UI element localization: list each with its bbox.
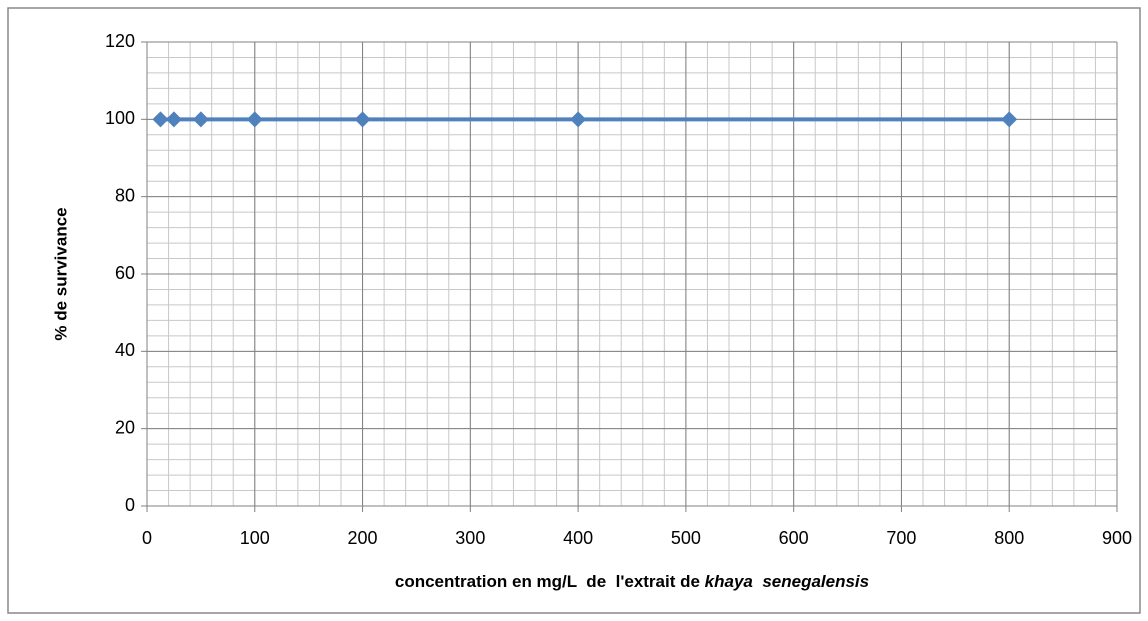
x-tick-label: 900 — [1102, 528, 1132, 548]
y-tick-label: 80 — [115, 185, 135, 205]
x-axis-title: concentration en mg/L de l'extrait de kh… — [395, 572, 869, 591]
marker — [354, 111, 371, 128]
marker — [165, 111, 182, 128]
x-axis-title-species: khaya senegalensis — [705, 572, 869, 591]
y-tick-label: 20 — [115, 417, 135, 437]
x-tick-label: 500 — [671, 528, 701, 548]
chart-border — [7, 7, 1141, 614]
x-axis-title-main: concentration en mg/L de l'extrait de — [395, 572, 705, 591]
marker — [246, 111, 263, 128]
y-axis-title: % de survivance — [51, 207, 70, 340]
marker — [192, 111, 209, 128]
marker — [1001, 111, 1018, 128]
y-tick-label: 100 — [105, 108, 135, 128]
marker — [152, 111, 169, 128]
x-tick-label: 600 — [779, 528, 809, 548]
x-tick-label: 700 — [886, 528, 916, 548]
marker — [570, 111, 587, 128]
x-tick-label: 400 — [563, 528, 593, 548]
x-tick-label: 100 — [240, 528, 270, 548]
x-tick-label: 0 — [142, 528, 152, 548]
x-tick-label: 200 — [348, 528, 378, 548]
y-tick-label: 40 — [115, 340, 135, 360]
y-tick-label: 0 — [125, 495, 135, 515]
x-tick-label: 300 — [455, 528, 485, 548]
y-tick-label: 120 — [105, 31, 135, 51]
y-tick-label: 60 — [115, 263, 135, 283]
x-tick-label: 800 — [994, 528, 1024, 548]
